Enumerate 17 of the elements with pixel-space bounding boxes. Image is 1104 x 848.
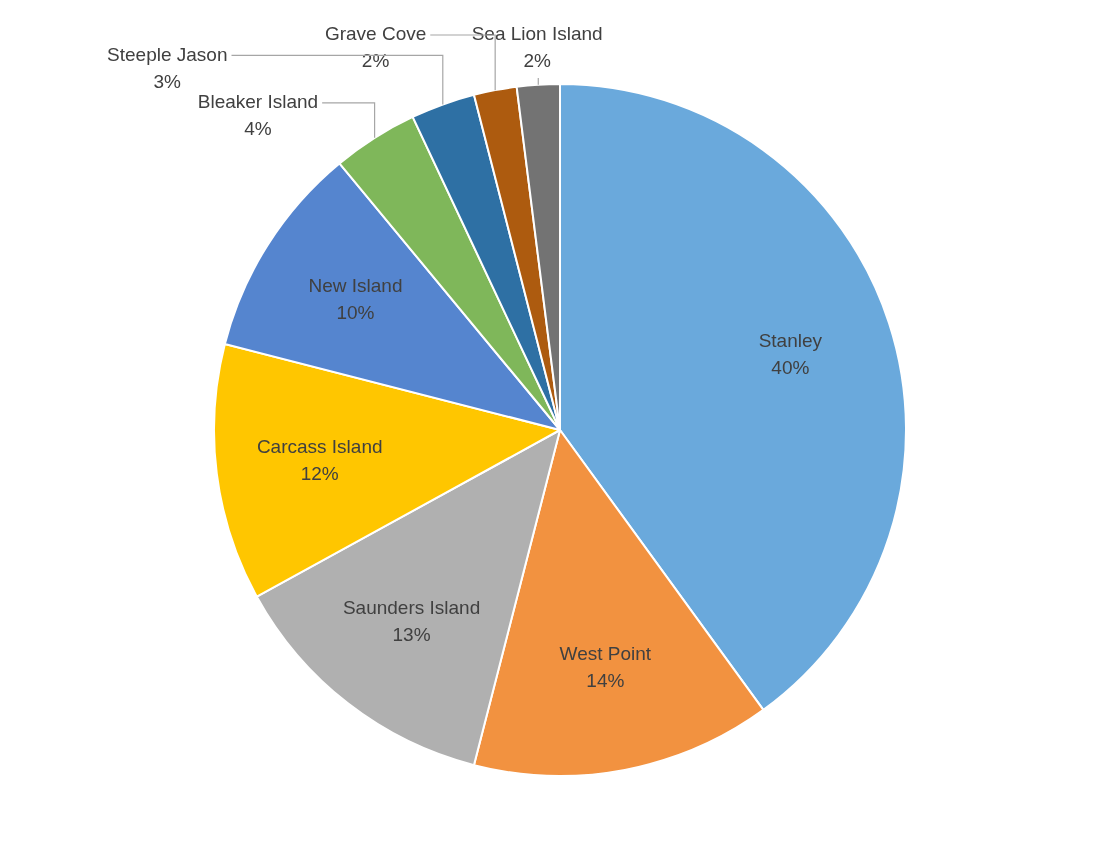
slice-label: Sea Lion Island: [471, 23, 603, 45]
slice-label: West Point: [559, 643, 652, 665]
slice-label: New Island: [308, 275, 403, 297]
slice-label: Carcass Island: [256, 435, 383, 457]
slice-label: Grave Cove: [324, 23, 427, 45]
slice-label: Steeple Jason: [107, 43, 228, 65]
data-label: 10%: [336, 302, 375, 324]
data-label: 12%: [300, 462, 339, 484]
slice-label: Stanley: [758, 330, 823, 352]
slice-label: Bleaker Island: [197, 91, 319, 113]
data-label: 4%: [244, 118, 272, 140]
slice-label: Saunders Island: [342, 596, 481, 618]
data-label: 13%: [392, 623, 431, 645]
data-label: 3%: [153, 70, 182, 92]
data-label: 14%: [586, 670, 625, 692]
data-label: 40%: [771, 357, 810, 379]
data-label: 2%: [523, 50, 551, 72]
